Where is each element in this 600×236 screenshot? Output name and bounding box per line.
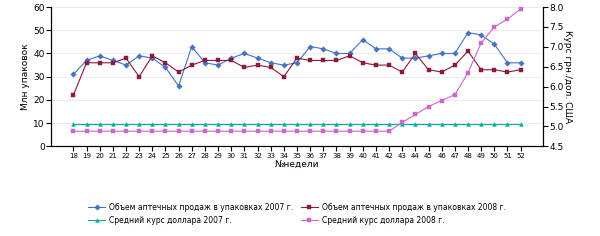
Legend: Объем аптечных продаж в упаковках 2007 г., Средний курс доллара 2007 г., Объем а: Объем аптечных продаж в упаковках 2007 г… bbox=[88, 203, 506, 225]
Y-axis label: Курс грн./дол. США: Курс грн./дол. США bbox=[563, 30, 572, 123]
X-axis label: №недели: №недели bbox=[275, 160, 319, 169]
Y-axis label: Млн упаковок: Млн упаковок bbox=[22, 43, 31, 110]
